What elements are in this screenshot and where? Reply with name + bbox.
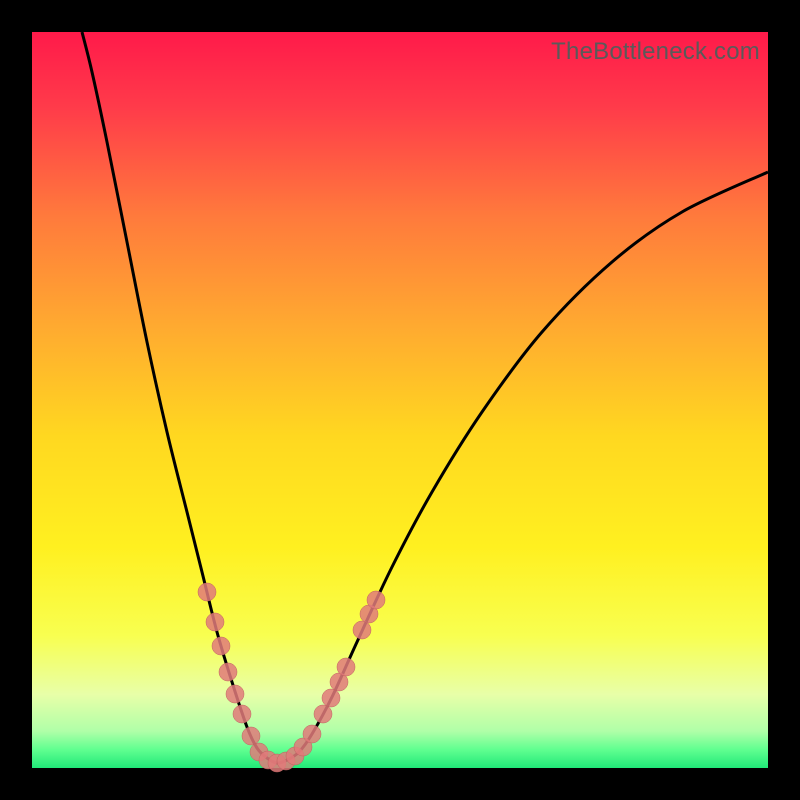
plot-area: TheBottleneck.com (32, 32, 768, 768)
data-marker (337, 658, 355, 676)
data-marker (219, 663, 237, 681)
data-marker (303, 725, 321, 743)
data-marker (353, 621, 371, 639)
chart-container: TheBottleneck.com (0, 0, 800, 800)
data-markers (198, 583, 385, 772)
data-marker (198, 583, 216, 601)
data-marker (212, 637, 230, 655)
bottleneck-curve (82, 32, 768, 763)
data-marker (206, 613, 224, 631)
data-marker (242, 727, 260, 745)
data-marker (314, 705, 332, 723)
data-marker (367, 591, 385, 609)
data-marker (322, 689, 340, 707)
curve-layer (32, 32, 768, 768)
data-marker (233, 705, 251, 723)
data-marker (226, 685, 244, 703)
